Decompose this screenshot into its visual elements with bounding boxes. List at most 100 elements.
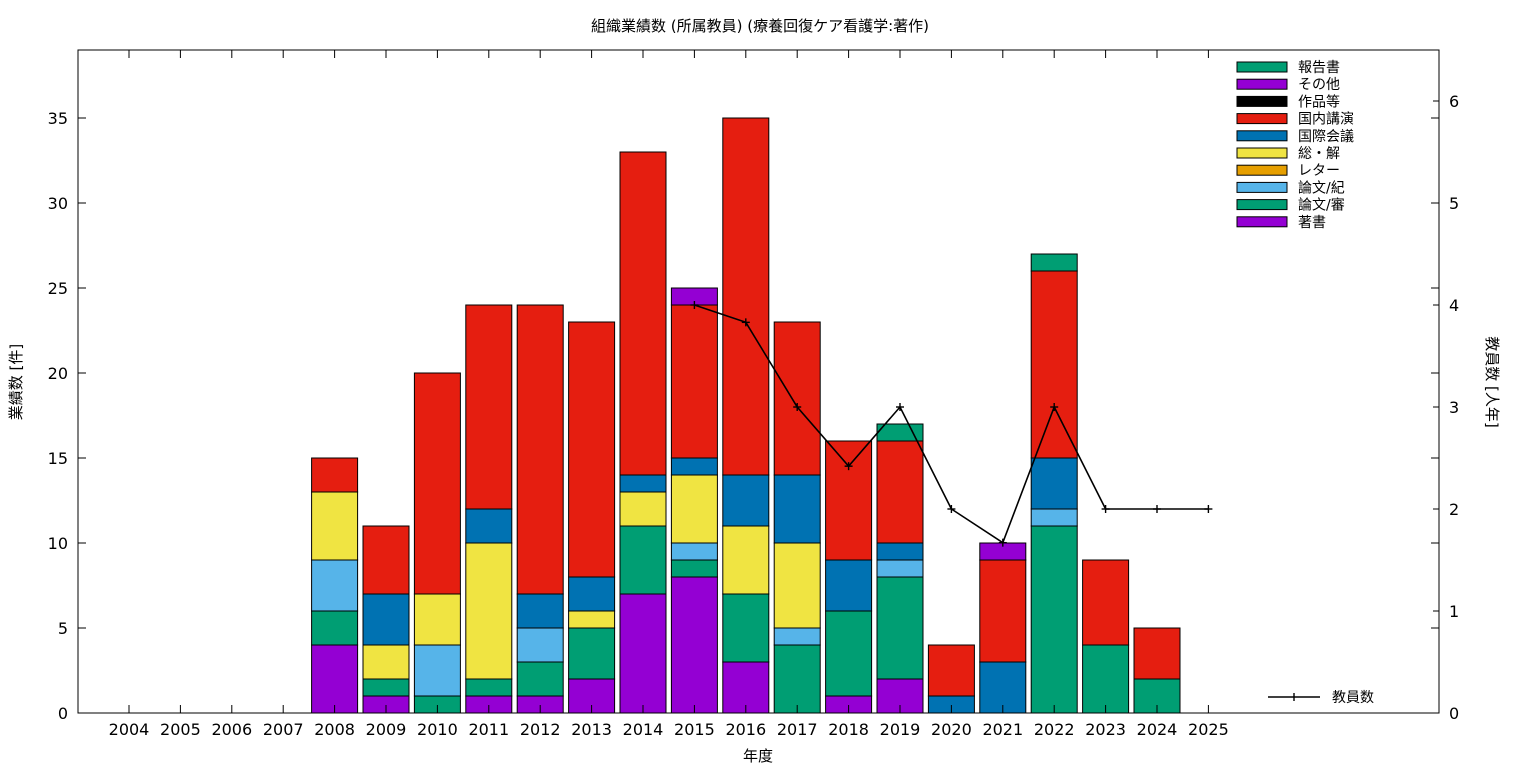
legend-label-3: 国内講演 xyxy=(1298,112,1354,128)
faculty-count-point-2019 xyxy=(896,403,904,411)
chart-title: 組織業績数 (所属教員) (療養回復ケア看護学:著作) xyxy=(591,17,929,35)
x-tick-label-2011: 2011 xyxy=(468,720,509,739)
legend-item-4: 国際会議 xyxy=(1236,128,1354,145)
x-tick-label-2017: 2017 xyxy=(777,720,818,739)
bar-segment-2019-6 xyxy=(876,440,924,544)
legend-swatch-3 xyxy=(1236,113,1288,125)
bar-segment-2019-2 xyxy=(876,559,924,578)
faculty-count-point-2020 xyxy=(947,505,956,513)
x-tick-label-2025: 2025 xyxy=(1188,720,1229,739)
x-tick-label-2022: 2022 xyxy=(1034,720,1075,739)
faculty-count-point-2016 xyxy=(741,318,750,327)
legend-label-5: 総・解 xyxy=(1298,146,1340,162)
y-tick-label-1: 5 xyxy=(58,619,68,638)
legend-swatch-0 xyxy=(1236,61,1288,73)
bar-segment-2017-6 xyxy=(773,321,821,476)
bar-segment-2012-2 xyxy=(516,627,564,663)
bar-segment-2021-6 xyxy=(979,559,1027,663)
y2-tick-label-3: 3 xyxy=(1449,398,1459,417)
bar-segment-2022-5 xyxy=(1030,457,1078,510)
y2-tick-label-2: 2 xyxy=(1449,500,1459,519)
x-tick-label-2021: 2021 xyxy=(982,720,1023,739)
bar-segment-2015-0 xyxy=(670,576,718,714)
line-legend: 教員数 xyxy=(1268,690,1374,706)
bar-segment-2011-5 xyxy=(465,508,513,544)
faculty-count-point-2021 xyxy=(998,538,1007,547)
y-tick-label-6: 30 xyxy=(48,194,68,213)
x-axis-title: 年度 xyxy=(743,747,773,765)
x-tick-label-2020: 2020 xyxy=(931,720,972,739)
x-tick-label-2014: 2014 xyxy=(623,720,664,739)
x-tick-label-2016: 2016 xyxy=(725,720,766,739)
legend-item-6: レター xyxy=(1236,163,1340,179)
faculty-count-point-2015 xyxy=(690,301,699,309)
legend-swatch-4 xyxy=(1236,130,1288,142)
bar-segment-2012-6 xyxy=(516,304,564,595)
bar-segment-2010-6 xyxy=(413,372,461,595)
x-tick-label-2008: 2008 xyxy=(314,720,355,739)
legend-item-2: 作品等 xyxy=(1236,93,1340,110)
bar-segment-2018-5 xyxy=(825,559,873,612)
bar-segment-2022-2 xyxy=(1030,508,1078,527)
bar-segment-2014-1 xyxy=(619,525,667,595)
bar-segment-2013-4 xyxy=(568,610,616,629)
bar-segment-2008-1 xyxy=(311,610,359,646)
legend-item-5: 総・解 xyxy=(1236,146,1340,162)
x-tick-label-2023: 2023 xyxy=(1085,720,1126,739)
legend-label-8: 論文/審 xyxy=(1298,198,1345,214)
y2-axis-title: 教員数 [人年] xyxy=(1483,336,1501,427)
y-tick-label-7: 35 xyxy=(48,109,68,128)
bar-segment-2016-0 xyxy=(722,661,770,714)
bar-segment-2015-5 xyxy=(670,457,718,476)
legend-item-0: 報告書 xyxy=(1236,60,1340,76)
bar-segment-2011-1 xyxy=(465,678,513,697)
x-tick-label-2005: 2005 xyxy=(160,720,201,739)
bar-segment-2014-6 xyxy=(619,151,667,476)
bar-segment-2013-1 xyxy=(568,627,616,680)
y2-tick-label-0: 0 xyxy=(1449,704,1459,723)
y-axis-title: 業績数 [件] xyxy=(7,344,25,420)
bar-segment-2016-1 xyxy=(722,593,770,663)
x-tick-label-2024: 2024 xyxy=(1137,720,1178,739)
bar-segment-2019-5 xyxy=(876,542,924,561)
legend-swatch-8 xyxy=(1236,199,1288,211)
bar-segment-2017-1 xyxy=(773,644,821,714)
bar-segment-2014-5 xyxy=(619,474,667,493)
bar-segment-2022-6 xyxy=(1030,270,1078,459)
legend-label-1: その他 xyxy=(1298,77,1340,93)
bar-segment-2009-5 xyxy=(362,593,410,646)
faculty-count-point-2018 xyxy=(844,462,853,471)
legend-item-7: 論文/紀 xyxy=(1236,180,1345,196)
legend-label-6: レター xyxy=(1298,163,1340,179)
x-tick-label-2018: 2018 xyxy=(828,720,869,739)
bar-segment-2016-5 xyxy=(722,474,770,527)
bar-segment-2015-4 xyxy=(670,474,718,544)
faculty-count-point-2025 xyxy=(1204,505,1213,513)
legend-swatch-5 xyxy=(1236,147,1288,159)
x-tick-label-2006: 2006 xyxy=(211,720,252,739)
x-tick-label-2010: 2010 xyxy=(417,720,458,739)
y2-tick-label-5: 5 xyxy=(1449,194,1459,213)
faculty-count-point-2024 xyxy=(1153,505,1161,513)
bar-segment-2017-2 xyxy=(773,627,821,646)
legend-swatch-7 xyxy=(1236,181,1288,193)
bar-segment-2009-1 xyxy=(362,678,410,697)
legend-label-0: 報告書 xyxy=(1298,60,1340,76)
y2-tick-label-1: 1 xyxy=(1449,602,1459,621)
bar-segment-2012-1 xyxy=(516,661,564,697)
bar-segment-2011-4 xyxy=(465,542,513,680)
x-tick-label-2009: 2009 xyxy=(366,720,407,739)
bar-segment-2022-9 xyxy=(1030,253,1078,272)
legend-swatch-1 xyxy=(1236,78,1288,90)
bar-segment-2024-6 xyxy=(1133,627,1181,680)
y-tick-label-4: 20 xyxy=(48,364,68,383)
x-tick-label-2012: 2012 xyxy=(520,720,561,739)
y-tick-label-3: 15 xyxy=(48,449,68,468)
y2-tick-label-4: 4 xyxy=(1449,296,1459,315)
line-legend-label: 教員数 xyxy=(1332,690,1374,706)
bar-segment-2023-6 xyxy=(1082,559,1130,646)
